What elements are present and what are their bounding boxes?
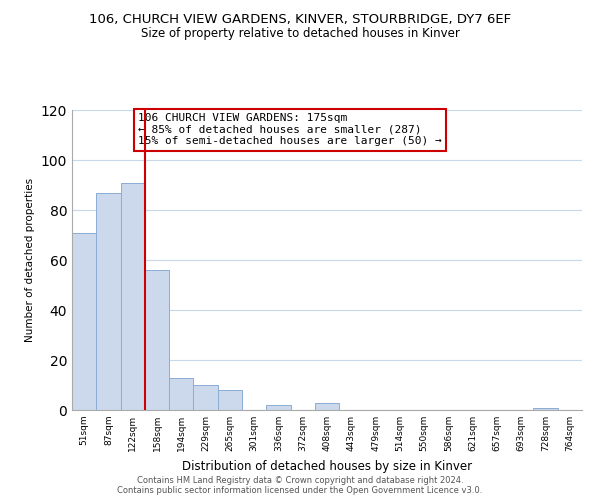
Text: Contains public sector information licensed under the Open Government Licence v3: Contains public sector information licen… (118, 486, 482, 495)
Bar (193, 385, 218, 410)
Bar (315, 402, 339, 410)
Text: Size of property relative to detached houses in Kinver: Size of property relative to detached ho… (140, 28, 460, 40)
X-axis label: Distribution of detached houses by size in Kinver: Distribution of detached houses by size … (182, 460, 472, 472)
Text: Contains HM Land Registry data © Crown copyright and database right 2024.: Contains HM Land Registry data © Crown c… (137, 476, 463, 485)
Bar (72, 232, 96, 410)
Bar (169, 378, 193, 410)
Text: 106 CHURCH VIEW GARDENS: 175sqm
← 85% of detached houses are smaller (287)
15% o: 106 CHURCH VIEW GARDENS: 175sqm ← 85% of… (139, 113, 442, 146)
Bar (533, 408, 558, 410)
Bar (145, 270, 169, 410)
Bar (121, 182, 145, 410)
Bar (96, 192, 121, 410)
Y-axis label: Number of detached properties: Number of detached properties (25, 178, 35, 342)
Bar (218, 390, 242, 410)
Bar (266, 405, 290, 410)
Text: 106, CHURCH VIEW GARDENS, KINVER, STOURBRIDGE, DY7 6EF: 106, CHURCH VIEW GARDENS, KINVER, STOURB… (89, 12, 511, 26)
